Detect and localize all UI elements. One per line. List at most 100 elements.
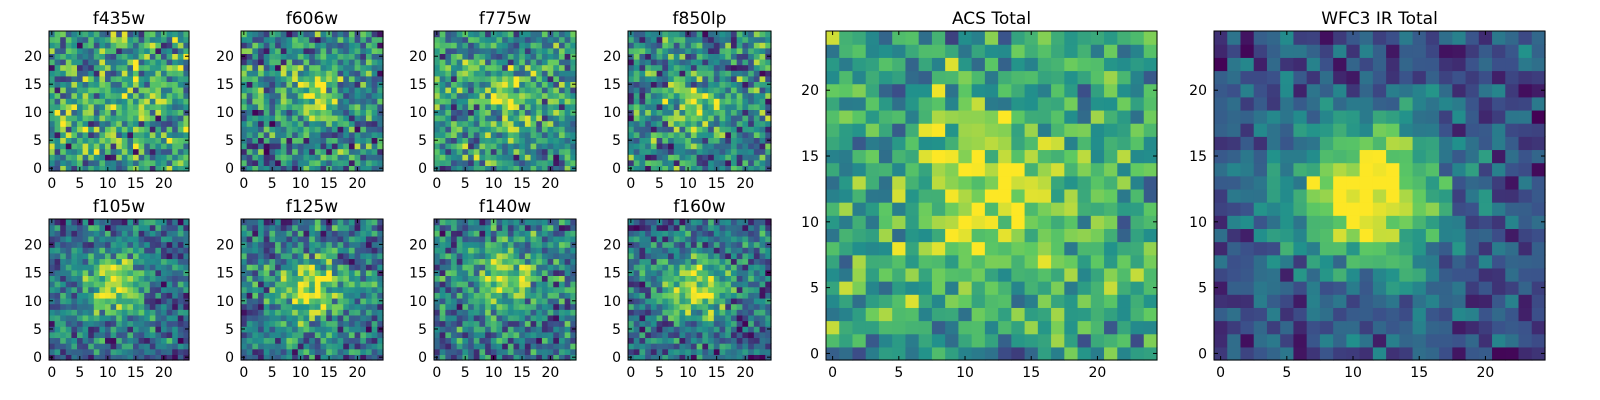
heatmap-cell xyxy=(172,247,179,254)
heatmap-cell xyxy=(161,87,168,94)
heatmap-cell xyxy=(314,314,322,322)
heatmap-cell xyxy=(765,36,772,43)
heatmap-cell xyxy=(82,59,89,66)
heatmap-cell xyxy=(263,264,270,271)
heatmap-cell xyxy=(679,103,686,110)
heatmap-cell xyxy=(564,31,571,38)
heatmap-cell xyxy=(326,143,333,150)
y-tick-label: 15 xyxy=(24,266,42,282)
heatmap-cell xyxy=(530,148,537,155)
heatmap-cell xyxy=(513,309,520,316)
heatmap-cell xyxy=(468,297,475,305)
heatmap-cell xyxy=(49,264,56,271)
heatmap-cell xyxy=(536,343,543,350)
heatmap-cell xyxy=(71,269,78,276)
heatmap-cell xyxy=(564,326,571,333)
heatmap-cell xyxy=(82,337,89,344)
heatmap-cell xyxy=(93,303,100,310)
heatmap-cell xyxy=(485,326,492,333)
heatmap-cell xyxy=(116,148,123,155)
heatmap-cell xyxy=(258,292,265,299)
heatmap-cell xyxy=(258,275,265,282)
heatmap-cell xyxy=(513,137,520,144)
heatmap-cell xyxy=(468,331,475,339)
heatmap-cell xyxy=(71,165,78,172)
heatmap-cell xyxy=(144,224,151,231)
heatmap-cell xyxy=(320,92,327,99)
heatmap-cell xyxy=(473,120,481,127)
heatmap-cell xyxy=(633,98,641,105)
heatmap-cell xyxy=(541,303,549,310)
heatmap-cell xyxy=(713,337,721,344)
heatmap-cell xyxy=(725,354,732,361)
heatmap-cell xyxy=(519,258,526,265)
heatmap-cell xyxy=(570,286,577,293)
heatmap-cell xyxy=(172,314,179,322)
heatmap-cell xyxy=(685,314,692,322)
heatmap-cell xyxy=(258,354,265,361)
heatmap-cell xyxy=(650,354,658,361)
heatmap-cell xyxy=(479,320,486,327)
heatmap-cell xyxy=(628,59,635,66)
heatmap-cell xyxy=(730,81,738,88)
heatmap-cell xyxy=(496,120,503,127)
heatmap-cell xyxy=(541,59,549,66)
heatmap-cell xyxy=(331,64,339,71)
heatmap-cell xyxy=(365,87,373,94)
heatmap-cell xyxy=(519,103,526,110)
heatmap-cell xyxy=(65,126,72,133)
y-tick-label: 5 xyxy=(612,133,621,149)
heatmap-cell xyxy=(468,326,475,333)
heatmap-cell xyxy=(275,103,282,110)
heatmap-cell xyxy=(348,281,356,288)
heatmap-cell xyxy=(685,269,692,276)
heatmap-cell xyxy=(536,36,543,43)
heatmap-cell xyxy=(263,348,270,355)
heatmap-cell xyxy=(541,286,549,293)
heatmap-cell xyxy=(748,92,755,99)
heatmap-cell xyxy=(360,42,367,49)
heatmap-cell xyxy=(303,252,310,260)
heatmap-cell xyxy=(144,326,151,333)
heatmap-cell xyxy=(309,98,316,105)
heatmap-cell xyxy=(65,320,72,327)
heatmap-cell xyxy=(99,42,106,49)
heatmap-cell xyxy=(280,241,288,248)
heatmap-cell xyxy=(513,70,520,77)
heatmap-cell xyxy=(513,247,520,254)
heatmap-cell xyxy=(155,42,162,49)
heatmap-cell xyxy=(490,98,498,105)
heatmap-cell xyxy=(149,269,156,276)
heatmap-cell xyxy=(702,137,709,144)
heatmap-cell xyxy=(479,64,486,71)
heatmap-cell xyxy=(269,131,276,138)
heatmap-cell xyxy=(286,36,293,43)
heatmap-cell xyxy=(633,281,641,288)
heatmap-cell xyxy=(690,269,698,276)
y-tick-label: 20 xyxy=(24,49,42,65)
heatmap-cell xyxy=(155,81,162,88)
heatmap-cell xyxy=(502,219,509,226)
heatmap-cell xyxy=(54,70,61,77)
heatmap-cell xyxy=(536,120,543,127)
heatmap-cell xyxy=(473,343,481,350)
heatmap-cell xyxy=(536,154,543,161)
heatmap-cell xyxy=(456,115,463,122)
heatmap-cell xyxy=(309,241,316,248)
heatmap-cell xyxy=(462,343,469,350)
heatmap-cell xyxy=(246,81,253,88)
heatmap-cell xyxy=(133,309,140,316)
y-tick-label: 20 xyxy=(409,49,427,65)
heatmap-cell xyxy=(468,159,475,166)
heatmap-cell xyxy=(377,275,384,282)
heatmap-cell xyxy=(49,252,56,260)
heatmap-cell xyxy=(303,258,310,265)
heatmap-cell xyxy=(297,87,305,94)
heatmap-cell xyxy=(502,252,509,260)
heatmap-cell xyxy=(553,281,560,288)
heatmap-cell xyxy=(183,230,190,237)
heatmap-cell xyxy=(696,36,703,43)
heatmap-cell xyxy=(292,264,299,271)
heatmap-cell xyxy=(133,75,140,82)
heatmap-cell xyxy=(696,75,703,82)
